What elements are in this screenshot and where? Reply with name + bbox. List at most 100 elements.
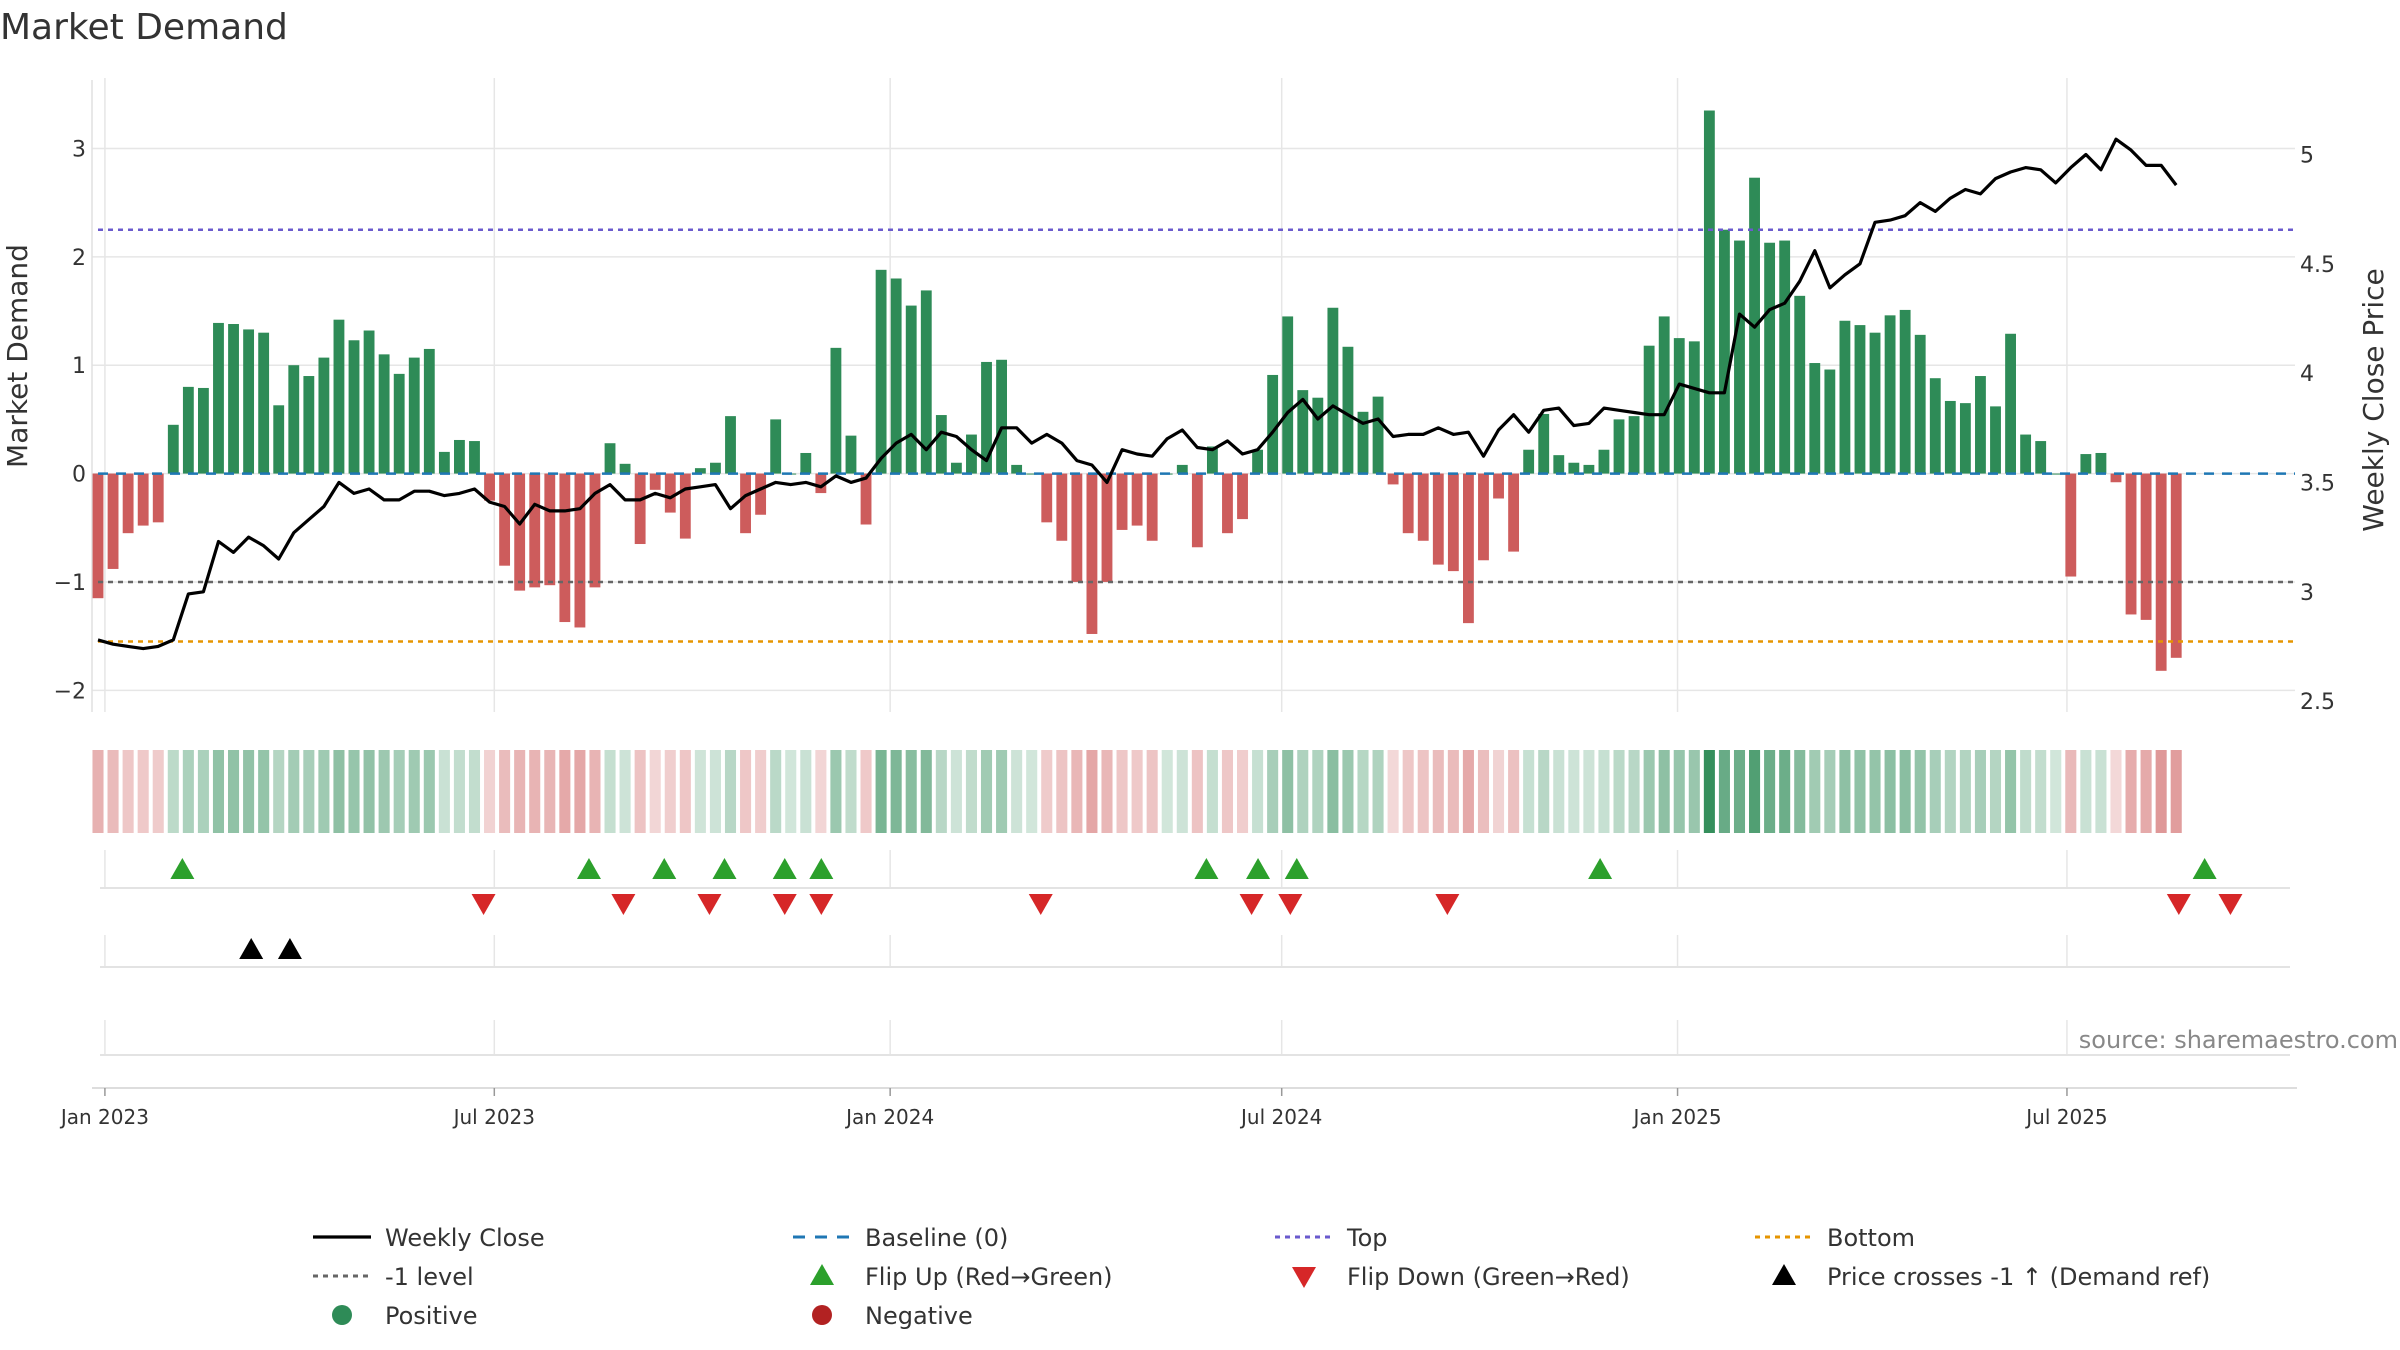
positive-bar: [1628, 416, 1640, 474]
heat-cell-positive: [1011, 750, 1023, 833]
negative-bar: [1101, 473, 1113, 582]
heat-cell-positive: [1764, 750, 1776, 833]
heat-cell-negative: [815, 750, 827, 833]
flip-up-marker: [712, 858, 737, 879]
flip-up-marker: [170, 858, 195, 879]
heat-cell-negative: [2170, 750, 2182, 833]
y2-tick-label: 2.5: [2300, 690, 2335, 715]
heat-cell-positive: [1824, 750, 1836, 833]
positive-bar: [604, 443, 616, 474]
heat-cell-negative: [1221, 750, 1233, 833]
heat-cell-positive: [1026, 750, 1038, 833]
flip-up-marker: [1284, 858, 1309, 879]
positive-bar: [1643, 345, 1655, 474]
heat-cell-negative: [1116, 750, 1128, 833]
positive-bar: [1703, 110, 1715, 474]
positive-bar: [288, 365, 300, 474]
positive-bar: [1538, 413, 1550, 474]
heat-cell-positive: [363, 750, 375, 833]
heat-cell-positive: [273, 750, 285, 833]
positive-bar: [1959, 403, 1971, 474]
negative-bar: [484, 473, 495, 501]
negative-bar: [137, 473, 149, 526]
heat-cell-positive: [212, 750, 225, 833]
y-tick-label: −2: [54, 679, 86, 704]
legend-label: Positive: [385, 1302, 478, 1330]
heat-cell-positive: [228, 750, 240, 833]
heat-cell-positive: [619, 750, 631, 833]
flip-down-marker: [1239, 894, 1264, 915]
negative-bar: [1462, 473, 1474, 624]
positive-bar: [1688, 341, 1700, 474]
heat-cell-negative: [1508, 750, 1520, 833]
heat-cell-positive: [1523, 750, 1535, 833]
heat-cell-negative: [2155, 750, 2167, 833]
heat-cell-positive: [1974, 750, 1986, 833]
heat-cell-positive: [1538, 750, 1550, 833]
positive-bar: [1568, 462, 1580, 474]
positive-bar: [454, 439, 465, 474]
negative-bar: [815, 473, 827, 494]
negative-bar: [755, 473, 767, 515]
heat-cell-negative: [755, 750, 767, 833]
legend-swatch: [1772, 1264, 1796, 1285]
x-tick-label: Jan 2024: [844, 1105, 934, 1129]
positive-bar: [1914, 334, 1926, 474]
negative-bar: [122, 473, 134, 534]
heat-cell-positive: [1161, 750, 1173, 833]
legend-item: -1 level: [313, 1263, 474, 1291]
negative-bar: [1237, 473, 1248, 520]
positive-bar: [1899, 309, 1911, 474]
positive-bar: [1282, 316, 1294, 474]
heat-cell-negative: [122, 750, 134, 833]
heat-cell-negative: [1447, 750, 1459, 833]
heat-cell-positive: [1794, 750, 1806, 833]
heat-cell-negative: [1417, 750, 1429, 833]
flip-up-marker: [1588, 858, 1613, 879]
positive-bar: [1719, 229, 1730, 474]
source-note: source: sharemaestro.com: [2079, 1026, 2398, 1054]
positive-bar: [905, 305, 917, 474]
heat-cell-positive: [1658, 750, 1670, 833]
negative-bar: [740, 473, 751, 534]
positive-bar: [469, 441, 480, 474]
heat-cell-negative: [559, 750, 571, 833]
heat-cell-negative: [634, 750, 646, 833]
positive-bar: [423, 348, 435, 474]
x-tick-label: Jul 2025: [2024, 1105, 2107, 1129]
positive-bar: [2005, 333, 2016, 474]
flip-up-marker: [576, 858, 601, 879]
heat-cell-positive: [694, 750, 706, 833]
chart-title: Market Demand: [0, 7, 288, 48]
flip-up-marker: [652, 858, 677, 879]
heat-cell-positive: [1267, 750, 1279, 833]
legend-label: Price crosses -1 ↑ (Demand ref): [1827, 1263, 2210, 1291]
positive-bar: [710, 462, 721, 474]
positive-bar: [1673, 338, 1685, 474]
legend-swatch: [810, 1264, 834, 1285]
heat-cell-positive: [393, 750, 405, 833]
heat-cell-positive: [1206, 750, 1218, 833]
negative-bar: [1447, 473, 1459, 572]
heat-cell-positive: [1929, 750, 1941, 833]
heat-cell-positive: [1869, 750, 1881, 833]
positive-bar: [725, 416, 736, 474]
negative-bar: [2110, 473, 2122, 483]
heat-cell-positive: [1643, 750, 1655, 833]
heat-cell-negative: [589, 750, 601, 833]
heat-cell-positive: [423, 750, 435, 833]
positive-bar: [393, 373, 405, 474]
y-axis-title: Market Demand: [1, 244, 34, 468]
heat-cell-negative: [499, 750, 511, 833]
positive-bar: [1252, 449, 1264, 474]
positive-bar: [318, 357, 330, 474]
heat-cell-negative: [544, 750, 556, 833]
legend-label: -1 level: [385, 1263, 474, 1291]
positive-bar: [950, 462, 962, 474]
heat-cell-positive: [1749, 750, 1761, 833]
positive-bar: [920, 290, 932, 474]
heat-cell-positive: [2095, 750, 2107, 833]
legend-item: Negative: [812, 1302, 973, 1330]
positive-bar: [2035, 441, 2047, 474]
